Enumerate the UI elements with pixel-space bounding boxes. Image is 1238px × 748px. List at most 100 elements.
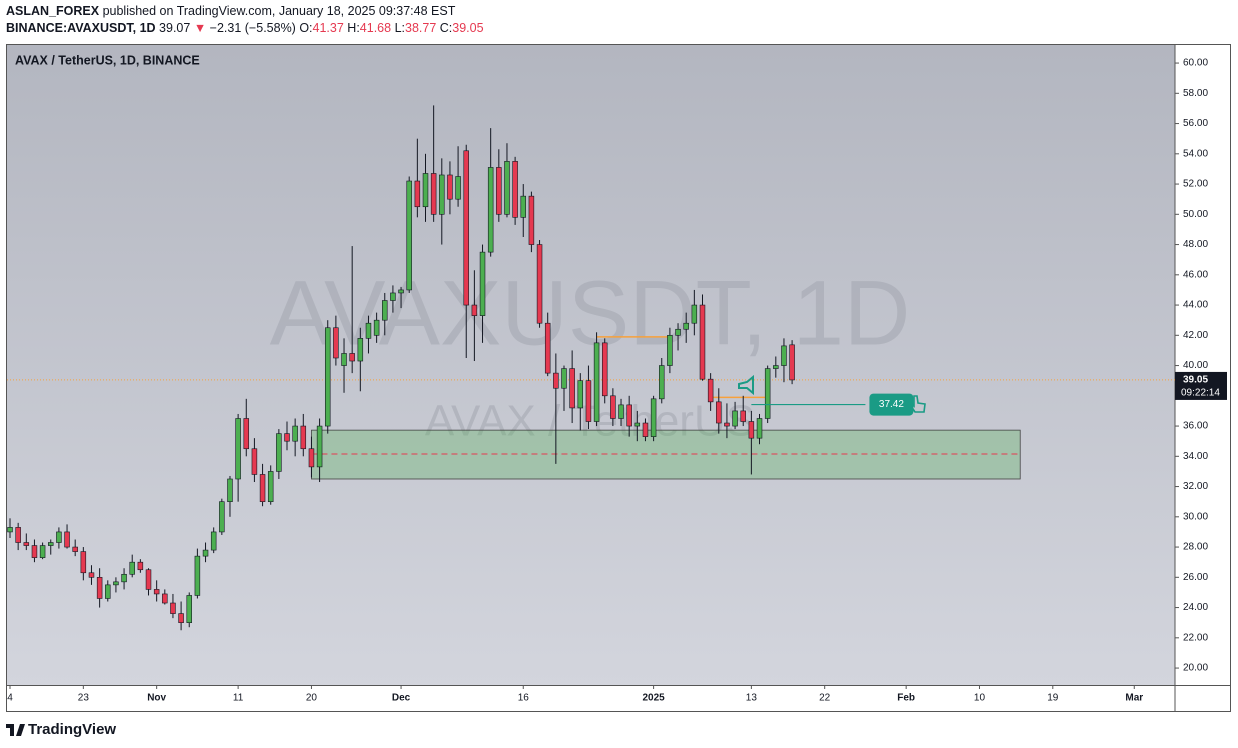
high: 41.68 <box>359 21 392 35</box>
price-badge <box>1175 371 1227 400</box>
candle-body <box>382 300 388 321</box>
candle-body <box>447 174 453 200</box>
megaphone-icon <box>738 374 754 396</box>
o-label: O: <box>299 21 313 35</box>
y-tick-label: 20.00 <box>1183 663 1208 674</box>
y-tick-label: 44.00 <box>1183 300 1208 311</box>
candle-body <box>390 292 396 301</box>
candle-body <box>756 418 763 439</box>
candle-body <box>153 589 160 595</box>
price-label: 39.05 <box>1183 375 1208 386</box>
candle-body <box>659 365 665 400</box>
candle-body <box>267 471 274 502</box>
x-tick-label: 22 <box>819 693 831 704</box>
candle-body <box>430 173 437 215</box>
candle-body <box>593 342 600 422</box>
candle-body <box>324 327 331 427</box>
candle-body <box>650 398 657 437</box>
candle-body <box>56 531 62 543</box>
low: 38.77 <box>405 21 437 35</box>
candle-body <box>699 304 706 380</box>
candle-body <box>365 322 372 339</box>
x-tick-label: 20 <box>306 693 318 704</box>
candle-body <box>398 289 404 294</box>
candle-body <box>284 433 290 442</box>
candle-body <box>414 180 421 208</box>
candle-body <box>618 404 624 419</box>
candle-body <box>235 418 241 480</box>
candle-body <box>227 478 233 502</box>
x-tick-label: 13 <box>746 693 758 704</box>
y-tick-label: 36.00 <box>1183 421 1208 432</box>
y-tick-label: 30.00 <box>1183 511 1208 522</box>
y-tick-label: 22.00 <box>1183 632 1208 643</box>
candle-body <box>64 531 70 548</box>
candle-body <box>243 418 250 450</box>
y-tick-label: 50.00 <box>1183 209 1208 220</box>
candle-body <box>137 561 144 571</box>
last: 39.07 <box>159 21 191 35</box>
x-tick-label: Dec <box>392 693 411 704</box>
candle-body <box>113 581 119 586</box>
candle-body <box>129 561 135 575</box>
candle-body <box>675 328 681 336</box>
candle-body <box>121 573 127 583</box>
candle-body <box>422 173 429 208</box>
candle-body <box>80 551 87 574</box>
publisher-line: ASLAN_FOREX published on TradingView.com… <box>6 4 455 18</box>
y-tick-label: 28.00 <box>1183 542 1208 553</box>
candle-body <box>105 584 111 599</box>
candle-body <box>707 378 714 403</box>
x-tick-label: 4 <box>7 693 13 704</box>
candle-body <box>145 569 152 590</box>
chart-title: AVAX / TetherUS, 1D, BINANCE <box>15 53 200 67</box>
candle-body <box>48 542 54 546</box>
candle-body <box>219 501 225 533</box>
candle-body <box>194 555 201 596</box>
frame <box>6 44 1231 712</box>
plot-background <box>6 44 1175 686</box>
candle-body <box>373 319 380 336</box>
candle-body <box>553 372 559 389</box>
y-tick-label: 46.00 <box>1183 269 1208 280</box>
candle-body <box>544 322 551 374</box>
candle-body <box>162 593 168 604</box>
candle-body <box>439 174 445 215</box>
candle-body <box>610 395 616 419</box>
candle-body <box>487 167 494 253</box>
candle-body <box>569 368 575 409</box>
y-tick-label: 42.00 <box>1183 330 1208 341</box>
candle-body <box>7 527 13 533</box>
candle-body <box>341 353 347 366</box>
candle-body <box>88 572 95 578</box>
watermark: AVAXUSDT, 1D <box>270 262 911 364</box>
candle-body <box>39 545 46 558</box>
hand-icon <box>910 395 926 413</box>
candle-body <box>512 161 518 218</box>
arrow: ▼ <box>193 21 207 35</box>
candle-body <box>471 304 478 316</box>
candle-body <box>72 546 78 552</box>
candle-body <box>178 613 184 623</box>
x-tick-label: Feb <box>897 693 915 704</box>
candle-body <box>333 327 339 359</box>
candle-body <box>536 244 543 324</box>
candle-body <box>561 368 567 389</box>
candle-body <box>300 425 307 450</box>
candle-body <box>23 542 30 546</box>
author: ASLAN_FOREX <box>6 4 100 18</box>
candle-body <box>642 422 649 437</box>
x-tick-label: Nov <box>147 693 166 704</box>
candle-body <box>406 180 412 291</box>
candle-body <box>357 338 364 362</box>
x-tick-label: 16 <box>518 693 530 704</box>
l-label: L: <box>394 21 405 35</box>
c-label: C: <box>439 21 453 35</box>
candle-body <box>773 365 779 369</box>
target-label: 37.42 <box>879 399 904 410</box>
y-tick-label: 58.00 <box>1183 88 1208 99</box>
candle-body <box>349 353 355 362</box>
candle-body <box>210 531 217 551</box>
